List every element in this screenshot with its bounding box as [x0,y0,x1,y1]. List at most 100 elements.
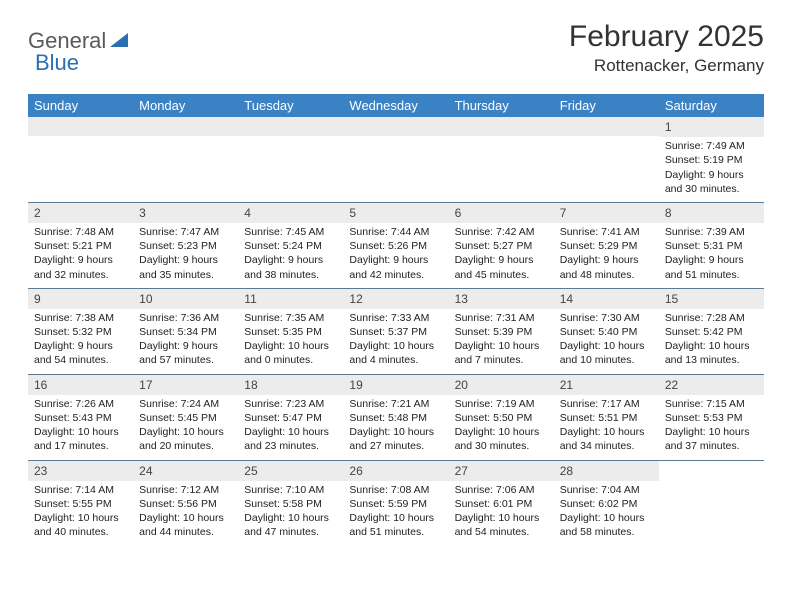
cell-body: Sunrise: 7:44 AMSunset: 5:26 PMDaylight:… [343,223,448,288]
daylight-text-1: Daylight: 10 hours [455,339,548,353]
calendar-cell: 7Sunrise: 7:41 AMSunset: 5:29 PMDaylight… [554,203,659,288]
dayname-monday: Monday [133,94,238,117]
cell-day-number: 14 [554,289,659,309]
cell-day-number: 2 [28,203,133,223]
sunrise-text: Sunrise: 7:21 AM [349,397,442,411]
daylight-text-2: and 58 minutes. [560,525,653,539]
daylight-text-1: Daylight: 9 hours [455,253,548,267]
sunset-text: Sunset: 5:53 PM [665,411,758,425]
calendar-cell: 17Sunrise: 7:24 AMSunset: 5:45 PMDayligh… [133,375,238,460]
sunset-text: Sunset: 5:26 PM [349,239,442,253]
location: Rottenacker, Germany [569,56,764,76]
cell-body: Sunrise: 7:12 AMSunset: 5:56 PMDaylight:… [133,481,238,546]
cell-body: Sunrise: 7:45 AMSunset: 5:24 PMDaylight:… [238,223,343,288]
calendar-cell: 16Sunrise: 7:26 AMSunset: 5:43 PMDayligh… [28,375,133,460]
cell-body: Sunrise: 7:41 AMSunset: 5:29 PMDaylight:… [554,223,659,288]
sunrise-text: Sunrise: 7:06 AM [455,483,548,497]
sunset-text: Sunset: 5:55 PM [34,497,127,511]
daylight-text-1: Daylight: 9 hours [139,339,232,353]
daylight-text-2: and 54 minutes. [34,353,127,367]
logo: General [28,20,131,54]
sunrise-text: Sunrise: 7:45 AM [244,225,337,239]
cell-day-number: 21 [554,375,659,395]
cell-day-number: 25 [238,461,343,481]
cell-day-number: 3 [133,203,238,223]
calendar-cell: 26Sunrise: 7:08 AMSunset: 5:59 PMDayligh… [343,461,448,546]
calendar-cell-empty [28,117,133,202]
daylight-text-1: Daylight: 10 hours [139,511,232,525]
cell-day-number [659,461,764,480]
cell-day-number: 22 [659,375,764,395]
sunrise-text: Sunrise: 7:41 AM [560,225,653,239]
cell-day-number [133,117,238,136]
calendar-cell-empty [343,117,448,202]
calendar-cell: 19Sunrise: 7:21 AMSunset: 5:48 PMDayligh… [343,375,448,460]
daylight-text-2: and 34 minutes. [560,439,653,453]
daylight-text-1: Daylight: 9 hours [34,253,127,267]
cell-body: Sunrise: 7:39 AMSunset: 5:31 PMDaylight:… [659,223,764,288]
cell-day-number: 27 [449,461,554,481]
cell-day-number [238,117,343,136]
sunset-text: Sunset: 5:59 PM [349,497,442,511]
sunrise-text: Sunrise: 7:19 AM [455,397,548,411]
sunset-text: Sunset: 5:23 PM [139,239,232,253]
cell-day-number: 12 [343,289,448,309]
cell-body: Sunrise: 7:23 AMSunset: 5:47 PMDaylight:… [238,395,343,460]
cell-day-number: 28 [554,461,659,481]
daylight-text-2: and 35 minutes. [139,268,232,282]
daylight-text-2: and 7 minutes. [455,353,548,367]
cell-body: Sunrise: 7:10 AMSunset: 5:58 PMDaylight:… [238,481,343,546]
sunset-text: Sunset: 5:51 PM [560,411,653,425]
sunset-text: Sunset: 5:50 PM [455,411,548,425]
sunrise-text: Sunrise: 7:42 AM [455,225,548,239]
sunrise-text: Sunrise: 7:44 AM [349,225,442,239]
cell-day-number: 26 [343,461,448,481]
week-row: 1Sunrise: 7:49 AMSunset: 5:19 PMDaylight… [28,117,764,202]
sunrise-text: Sunrise: 7:49 AM [665,139,758,153]
calendar-cell: 2Sunrise: 7:48 AMSunset: 5:21 PMDaylight… [28,203,133,288]
daylight-text-2: and 45 minutes. [455,268,548,282]
daylight-text-2: and 32 minutes. [34,268,127,282]
calendar-cell: 12Sunrise: 7:33 AMSunset: 5:37 PMDayligh… [343,289,448,374]
sunset-text: Sunset: 5:45 PM [139,411,232,425]
cell-body: Sunrise: 7:19 AMSunset: 5:50 PMDaylight:… [449,395,554,460]
daylight-text-1: Daylight: 9 hours [665,253,758,267]
cell-day-number: 19 [343,375,448,395]
cell-day-number: 16 [28,375,133,395]
week-row: 9Sunrise: 7:38 AMSunset: 5:32 PMDaylight… [28,288,764,374]
cell-body: Sunrise: 7:24 AMSunset: 5:45 PMDaylight:… [133,395,238,460]
calendar-cell: 11Sunrise: 7:35 AMSunset: 5:35 PMDayligh… [238,289,343,374]
sunset-text: Sunset: 5:58 PM [244,497,337,511]
daylight-text-2: and 47 minutes. [244,525,337,539]
cell-day-number: 7 [554,203,659,223]
cell-body: Sunrise: 7:04 AMSunset: 6:02 PMDaylight:… [554,481,659,546]
calendar-cell-empty [554,117,659,202]
dayname-tuesday: Tuesday [238,94,343,117]
cell-day-number: 11 [238,289,343,309]
daylight-text-1: Daylight: 10 hours [244,339,337,353]
daylight-text-1: Daylight: 10 hours [560,511,653,525]
calendar-page: General February 2025 Rottenacker, Germa… [0,0,792,565]
calendar-cell: 5Sunrise: 7:44 AMSunset: 5:26 PMDaylight… [343,203,448,288]
weeks-container: 1Sunrise: 7:49 AMSunset: 5:19 PMDaylight… [28,117,764,545]
daylight-text-1: Daylight: 9 hours [244,253,337,267]
cell-day-number [343,117,448,136]
sunset-text: Sunset: 5:19 PM [665,153,758,167]
daynames-row: Sunday Monday Tuesday Wednesday Thursday… [28,94,764,117]
calendar-cell: 8Sunrise: 7:39 AMSunset: 5:31 PMDaylight… [659,203,764,288]
daylight-text-1: Daylight: 10 hours [34,425,127,439]
calendar-cell: 14Sunrise: 7:30 AMSunset: 5:40 PMDayligh… [554,289,659,374]
sunrise-text: Sunrise: 7:14 AM [34,483,127,497]
dayname-sunday: Sunday [28,94,133,117]
cell-body: Sunrise: 7:28 AMSunset: 5:42 PMDaylight:… [659,309,764,374]
cell-body: Sunrise: 7:31 AMSunset: 5:39 PMDaylight:… [449,309,554,374]
cell-day-number: 18 [238,375,343,395]
cell-day-number: 24 [133,461,238,481]
cell-body: Sunrise: 7:06 AMSunset: 6:01 PMDaylight:… [449,481,554,546]
sunset-text: Sunset: 5:24 PM [244,239,337,253]
sunrise-text: Sunrise: 7:04 AM [560,483,653,497]
sunrise-text: Sunrise: 7:48 AM [34,225,127,239]
cell-day-number: 10 [133,289,238,309]
sunset-text: Sunset: 5:42 PM [665,325,758,339]
sunset-text: Sunset: 5:40 PM [560,325,653,339]
